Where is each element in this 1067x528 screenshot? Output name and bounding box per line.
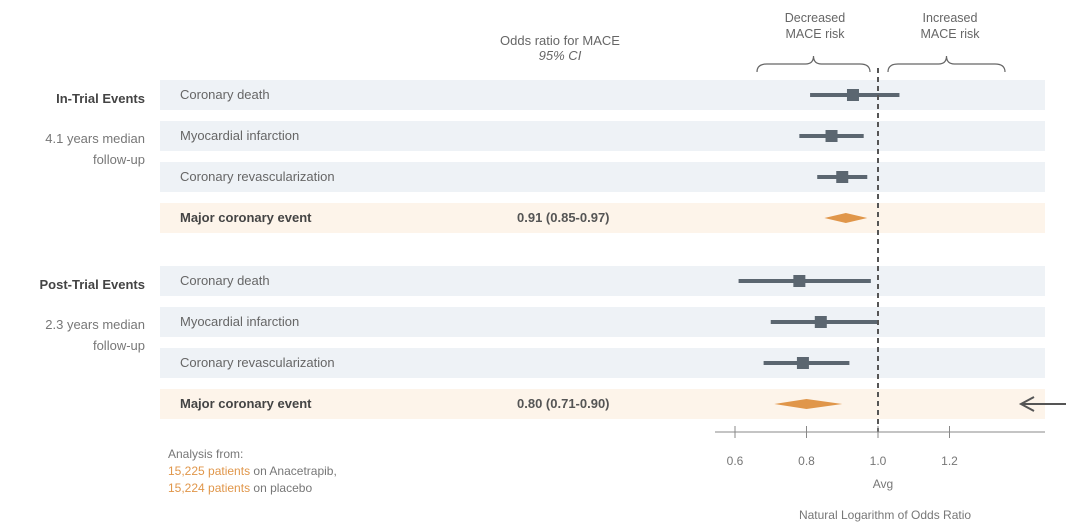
row-band [160, 307, 1045, 337]
point-estimate-square [846, 89, 859, 101]
group-subtitle-line1: 2.3 years median [45, 317, 145, 332]
row-band [160, 389, 1045, 419]
increased-risk-brace [887, 55, 1006, 73]
decreased-risk-line2: MACE risk [785, 27, 845, 41]
footnote-line2: 15,225 patients on Anacetrapib, [168, 463, 468, 480]
decreased-risk-label: Decreased MACE risk [760, 10, 870, 42]
increased-risk-line2: MACE risk [920, 27, 980, 41]
footnote-anacetrapib-count: 15,225 patients [168, 464, 251, 478]
point-estimate-square [796, 357, 809, 369]
row-label: Coronary revascularization [180, 355, 335, 370]
point-estimate-square [825, 130, 838, 142]
summary-diamond [824, 213, 868, 223]
x-tick-label: 0.6 [726, 454, 744, 468]
footnote-line1: Analysis from: [168, 447, 244, 461]
group-subtitle-line2: follow-up [92, 152, 145, 167]
summary-diamond [774, 399, 843, 409]
row-label: Myocardial infarction [180, 128, 300, 143]
row-label: Myocardial infarction [180, 314, 300, 329]
row-label: Coronary revascularization [180, 169, 335, 184]
summary-value: 0.91 (0.85-0.97) [517, 210, 610, 225]
footnote-placebo-count: 15,224 patients [168, 481, 251, 495]
footnote-line3: 15,224 patients on placebo [168, 480, 468, 497]
footnote: Analysis from: 15,225 patients on Anacet… [168, 446, 468, 497]
x-tick-label: 0.8 [798, 454, 815, 468]
row-band [160, 203, 1045, 233]
group-subtitle-post-trial: 2.3 years median follow-up [0, 314, 145, 356]
row-label: Major coronary event [180, 396, 312, 411]
row-band [160, 121, 1045, 151]
point-estimate-square [793, 275, 806, 287]
increased-risk-label: Increased MACE risk [895, 10, 1005, 42]
column-header-title: Odds ratio for MACE [500, 33, 620, 48]
row-band [160, 348, 1045, 378]
footnote-placebo-text: on placebo [250, 481, 313, 495]
increased-risk-line1: Increased [922, 11, 978, 25]
column-header-subtitle: 95% CI [538, 48, 582, 63]
x-tick-label: 1.2 [941, 454, 958, 468]
row-label: Coronary death [180, 87, 270, 102]
x-tick-label: 1.0 [869, 454, 887, 468]
decreased-risk-line1: Decreased [784, 11, 846, 25]
group-subtitle-in-trial: 4.1 years median follow-up [0, 128, 145, 170]
decreased-risk-brace [756, 55, 871, 73]
row-label: Coronary death [180, 273, 270, 288]
group-subtitle-line2: follow-up [92, 338, 145, 353]
point-estimate-square [814, 316, 827, 328]
row-label: Major coronary event [180, 210, 312, 225]
highlight-arrow-head [1018, 396, 1035, 412]
point-estimate-square [836, 171, 849, 183]
row-band [160, 162, 1045, 192]
group-title-in-trial: In-Trial Events [56, 91, 145, 106]
row-band [160, 266, 1045, 296]
group-subtitle-line1: 4.1 years median [45, 131, 145, 146]
summary-value: 0.80 (0.71-0.90) [517, 396, 610, 411]
x-axis-sublabel: Avg [872, 477, 894, 491]
group-title-post-trial: Post-Trial Events [39, 277, 145, 292]
footnote-anacetrapib-text: on Anacetrapib, [250, 464, 337, 478]
column-header: Odds ratio for MACE 95% CI [470, 33, 650, 63]
x-axis-title: Natural Logarithm of Odds Ratio [798, 508, 972, 522]
